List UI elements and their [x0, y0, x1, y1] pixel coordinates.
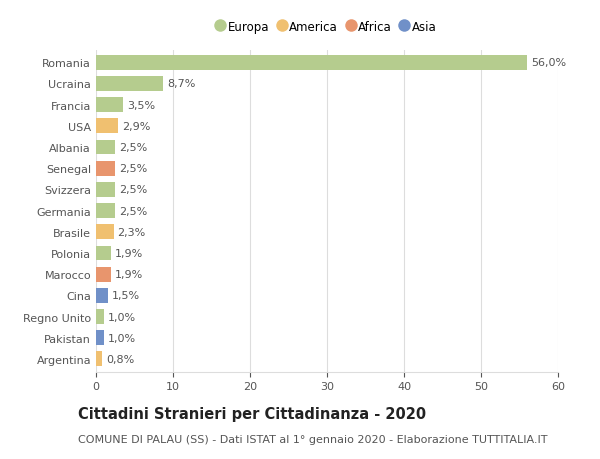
Text: 2,9%: 2,9% — [122, 122, 151, 132]
Bar — [96, 204, 115, 218]
Legend: Europa, America, Africa, Asia: Europa, America, Africa, Asia — [217, 21, 437, 34]
Bar — [96, 246, 110, 261]
Bar — [96, 288, 107, 303]
Bar — [96, 225, 114, 240]
Bar — [96, 56, 527, 71]
Bar — [96, 98, 123, 113]
Bar — [96, 352, 102, 366]
Text: COMUNE DI PALAU (SS) - Dati ISTAT al 1° gennaio 2020 - Elaborazione TUTTITALIA.I: COMUNE DI PALAU (SS) - Dati ISTAT al 1° … — [78, 434, 548, 444]
Bar — [96, 267, 110, 282]
Text: 2,5%: 2,5% — [119, 185, 148, 195]
Text: 2,3%: 2,3% — [118, 227, 146, 237]
Bar — [96, 330, 104, 345]
Text: 1,9%: 1,9% — [115, 269, 143, 280]
Bar — [96, 309, 104, 324]
Text: 8,7%: 8,7% — [167, 79, 195, 90]
Text: 3,5%: 3,5% — [127, 101, 155, 111]
Text: 1,5%: 1,5% — [112, 291, 140, 301]
Bar — [96, 183, 115, 197]
Text: 56,0%: 56,0% — [531, 58, 566, 68]
Text: 0,8%: 0,8% — [106, 354, 134, 364]
Text: 1,0%: 1,0% — [107, 312, 136, 322]
Bar — [96, 77, 163, 92]
Text: 2,5%: 2,5% — [119, 164, 148, 174]
Text: 1,9%: 1,9% — [115, 248, 143, 258]
Bar — [96, 162, 115, 176]
Text: 2,5%: 2,5% — [119, 206, 148, 216]
Text: Cittadini Stranieri per Cittadinanza - 2020: Cittadini Stranieri per Cittadinanza - 2… — [78, 406, 426, 421]
Text: 2,5%: 2,5% — [119, 143, 148, 153]
Bar — [96, 119, 118, 134]
Text: 1,0%: 1,0% — [107, 333, 136, 343]
Bar — [96, 140, 115, 155]
